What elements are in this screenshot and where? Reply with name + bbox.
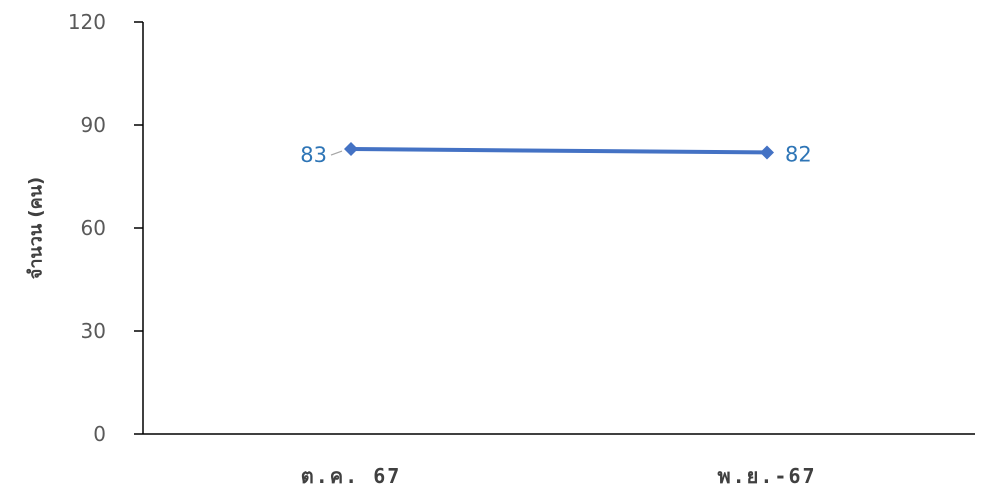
y-tick-label: 30 [81, 319, 106, 343]
x-category-label: พ.ย.-67 [717, 464, 816, 488]
series-group: 83 82 [300, 142, 812, 167]
y-tick-label: 60 [81, 216, 106, 240]
data-label: 82 [785, 142, 812, 166]
data-point-marker [344, 142, 358, 157]
x-category-label: ต.ค. 67 [301, 464, 402, 488]
y-axis-ticks: 0 30 60 90 120 [68, 10, 143, 446]
data-point-marker [760, 145, 774, 160]
y-tick-label: 0 [93, 422, 106, 446]
y-axis-title: จำนวน (คน) [26, 177, 47, 279]
data-label-leader-line [330, 150, 343, 156]
series-line [349, 147, 769, 155]
x-axis-categories: ต.ค. 67 พ.ย.-67 [301, 464, 816, 488]
y-tick-label: 120 [68, 10, 106, 34]
data-label: 83 [300, 143, 327, 167]
y-tick-label: 90 [81, 113, 106, 137]
